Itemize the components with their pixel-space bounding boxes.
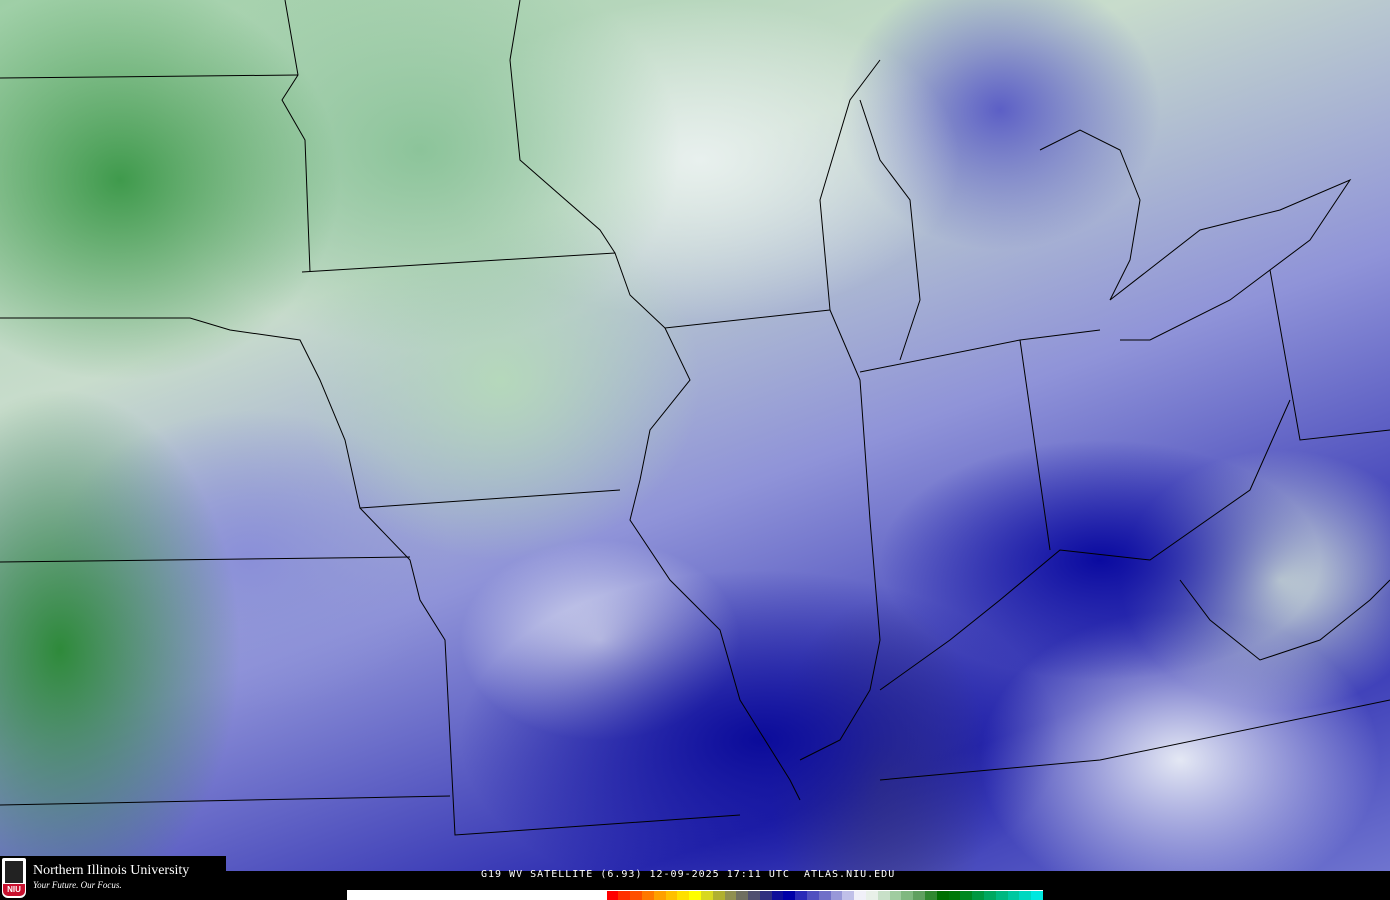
color-scale-swatch: [582, 891, 595, 900]
color-scale-swatch: [948, 891, 961, 900]
border-line: [0, 795, 451, 806]
border-line: [629, 327, 801, 801]
color-scale-swatch: [771, 891, 784, 900]
color-scale-swatch: [783, 891, 796, 900]
color-scale-swatch: [901, 891, 914, 900]
color-scale-swatch: [618, 891, 631, 900]
color-scale-swatch: [677, 891, 690, 900]
color-scale-swatch: [925, 891, 937, 900]
border-line: [1019, 339, 1051, 551]
color-scale-swatch: [606, 891, 619, 900]
niu-logo: NIU Northern Illinois University Your Fu…: [0, 856, 226, 900]
state-borders: [0, 0, 1390, 871]
color-scale-swatch: [712, 891, 725, 900]
color-scale-swatch: [795, 891, 808, 900]
color-scale-swatch: [429, 891, 442, 900]
niu-shield-icon: NIU: [2, 858, 26, 898]
border-line: [301, 252, 831, 329]
color-scale-swatch: [358, 891, 371, 900]
university-tagline: Your Future. Our Focus.: [33, 880, 122, 890]
color-scale-swatch: [854, 891, 867, 900]
color-scale-swatch: [736, 891, 749, 900]
border-line: [879, 399, 1291, 691]
color-scale-swatch: [830, 891, 843, 900]
border-line: [509, 59, 616, 254]
color-scale-swatch: [960, 891, 973, 900]
border-line: [879, 699, 1390, 781]
color-scale-swatch: [523, 891, 536, 900]
color-scale-swatch: [571, 891, 583, 900]
color-scale-swatch: [866, 891, 878, 900]
border-line: [281, 0, 311, 273]
color-scale-swatch: [1007, 891, 1020, 900]
color-scale-swatch: [724, 891, 737, 900]
border-line: [799, 309, 881, 761]
color-scale-swatch: [405, 891, 418, 900]
border-line: [1179, 579, 1390, 661]
color-scale-swatch: [689, 891, 701, 900]
color-scale-swatch: [984, 891, 996, 900]
color-scale-swatch: [818, 891, 831, 900]
color-scale-swatch: [441, 891, 454, 900]
color-scale-swatch: [653, 891, 666, 900]
border-line: [0, 556, 411, 563]
color-scale-swatch: [464, 891, 477, 900]
color-scale-swatch: [394, 891, 406, 900]
color-scale-swatch: [382, 891, 395, 900]
color-scale-swatch: [759, 891, 772, 900]
color-scale-swatch: [842, 891, 855, 900]
water-vapor-satellite-image: [0, 0, 1390, 871]
image-caption: G19 WV SATELLITE (6.93) 12-09-2025 17:11…: [481, 869, 896, 880]
color-scale-swatch: [665, 891, 678, 900]
color-scale-swatch: [500, 891, 513, 900]
color-scale-swatch: [594, 891, 607, 900]
color-scale-swatch: [535, 891, 548, 900]
border-line: [509, 0, 521, 61]
color-scale-swatch: [370, 891, 383, 900]
color-scale-swatch: [641, 891, 654, 900]
border-line: [859, 99, 921, 361]
color-scale-swatch: [748, 891, 760, 900]
color-scale-swatch: [1031, 891, 1044, 900]
color-scale-swatch: [877, 891, 890, 900]
color-scale-swatch: [488, 891, 501, 900]
color-scale-swatch: [807, 891, 819, 900]
color-scale-swatch: [972, 891, 985, 900]
color-scale-swatch: [936, 891, 949, 900]
niu-badge: NIU: [3, 884, 25, 896]
color-scale-swatch: [913, 891, 926, 900]
color-scale-swatch: [700, 891, 713, 900]
border-line: [1109, 178, 1352, 341]
border-line: [1039, 129, 1141, 301]
color-scale-swatch: [889, 891, 902, 900]
color-scale-swatch: [476, 891, 489, 900]
color-scale-swatch: [512, 891, 524, 900]
border-line: [0, 74, 299, 79]
university-name: Northern Illinois University: [33, 863, 190, 878]
color-scale-swatch: [1019, 891, 1032, 900]
color-scale-swatch: [347, 891, 359, 900]
color-scale-bar: [347, 890, 1044, 900]
color-scale-swatch: [547, 891, 560, 900]
color-scale-swatch: [995, 891, 1008, 900]
color-scale-swatch: [630, 891, 642, 900]
color-scale-swatch: [559, 891, 572, 900]
border-line: [859, 329, 1101, 373]
border-line: [819, 59, 881, 311]
border-line: [1269, 269, 1390, 441]
border-line: [0, 317, 621, 509]
color-scale-swatch: [417, 891, 430, 900]
color-scale-swatch: [453, 891, 465, 900]
border-line: [359, 507, 741, 836]
